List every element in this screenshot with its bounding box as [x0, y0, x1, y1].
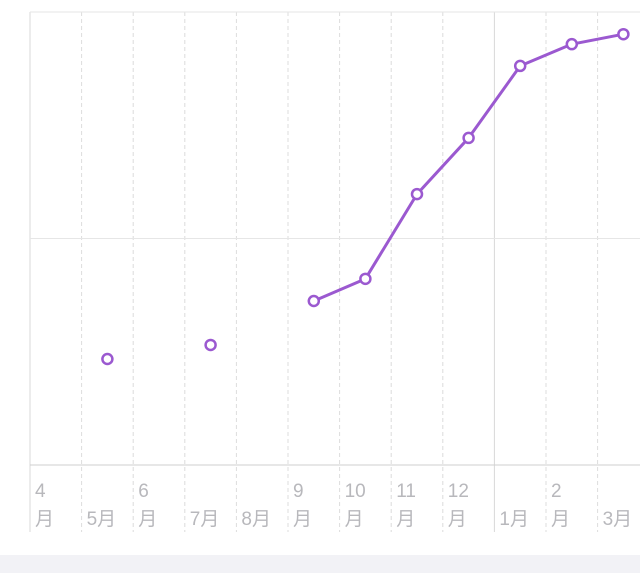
x-tick-label: 5月: [86, 509, 117, 530]
x-tick-label: 8月: [241, 509, 271, 530]
x-tick-label: 7月: [189, 509, 220, 530]
x-tick-label: 12 月: [447, 481, 469, 530]
chart: [29, 11, 640, 532]
x-tick-label: 2 月: [551, 481, 571, 530]
point: [462, 131, 475, 145]
point: [204, 338, 217, 352]
x-tick-label: 11 月: [396, 481, 416, 530]
point: [565, 37, 579, 51]
point: [101, 352, 114, 366]
x-tick-label: 9 月: [293, 481, 313, 530]
x-tick-label: 4 月: [35, 481, 55, 530]
x-tick-label: 10 月: [344, 481, 366, 530]
x-tick-label: 1月: [499, 509, 529, 530]
point: [307, 294, 321, 308]
x-tick-label: 3月: [602, 509, 633, 530]
point: [617, 27, 630, 41]
footer-bar: [0, 555, 640, 573]
point: [513, 59, 527, 73]
line: [313, 32, 624, 303]
x-tick-label: 6 月: [138, 481, 158, 530]
point: [359, 272, 372, 286]
point: [410, 187, 424, 201]
